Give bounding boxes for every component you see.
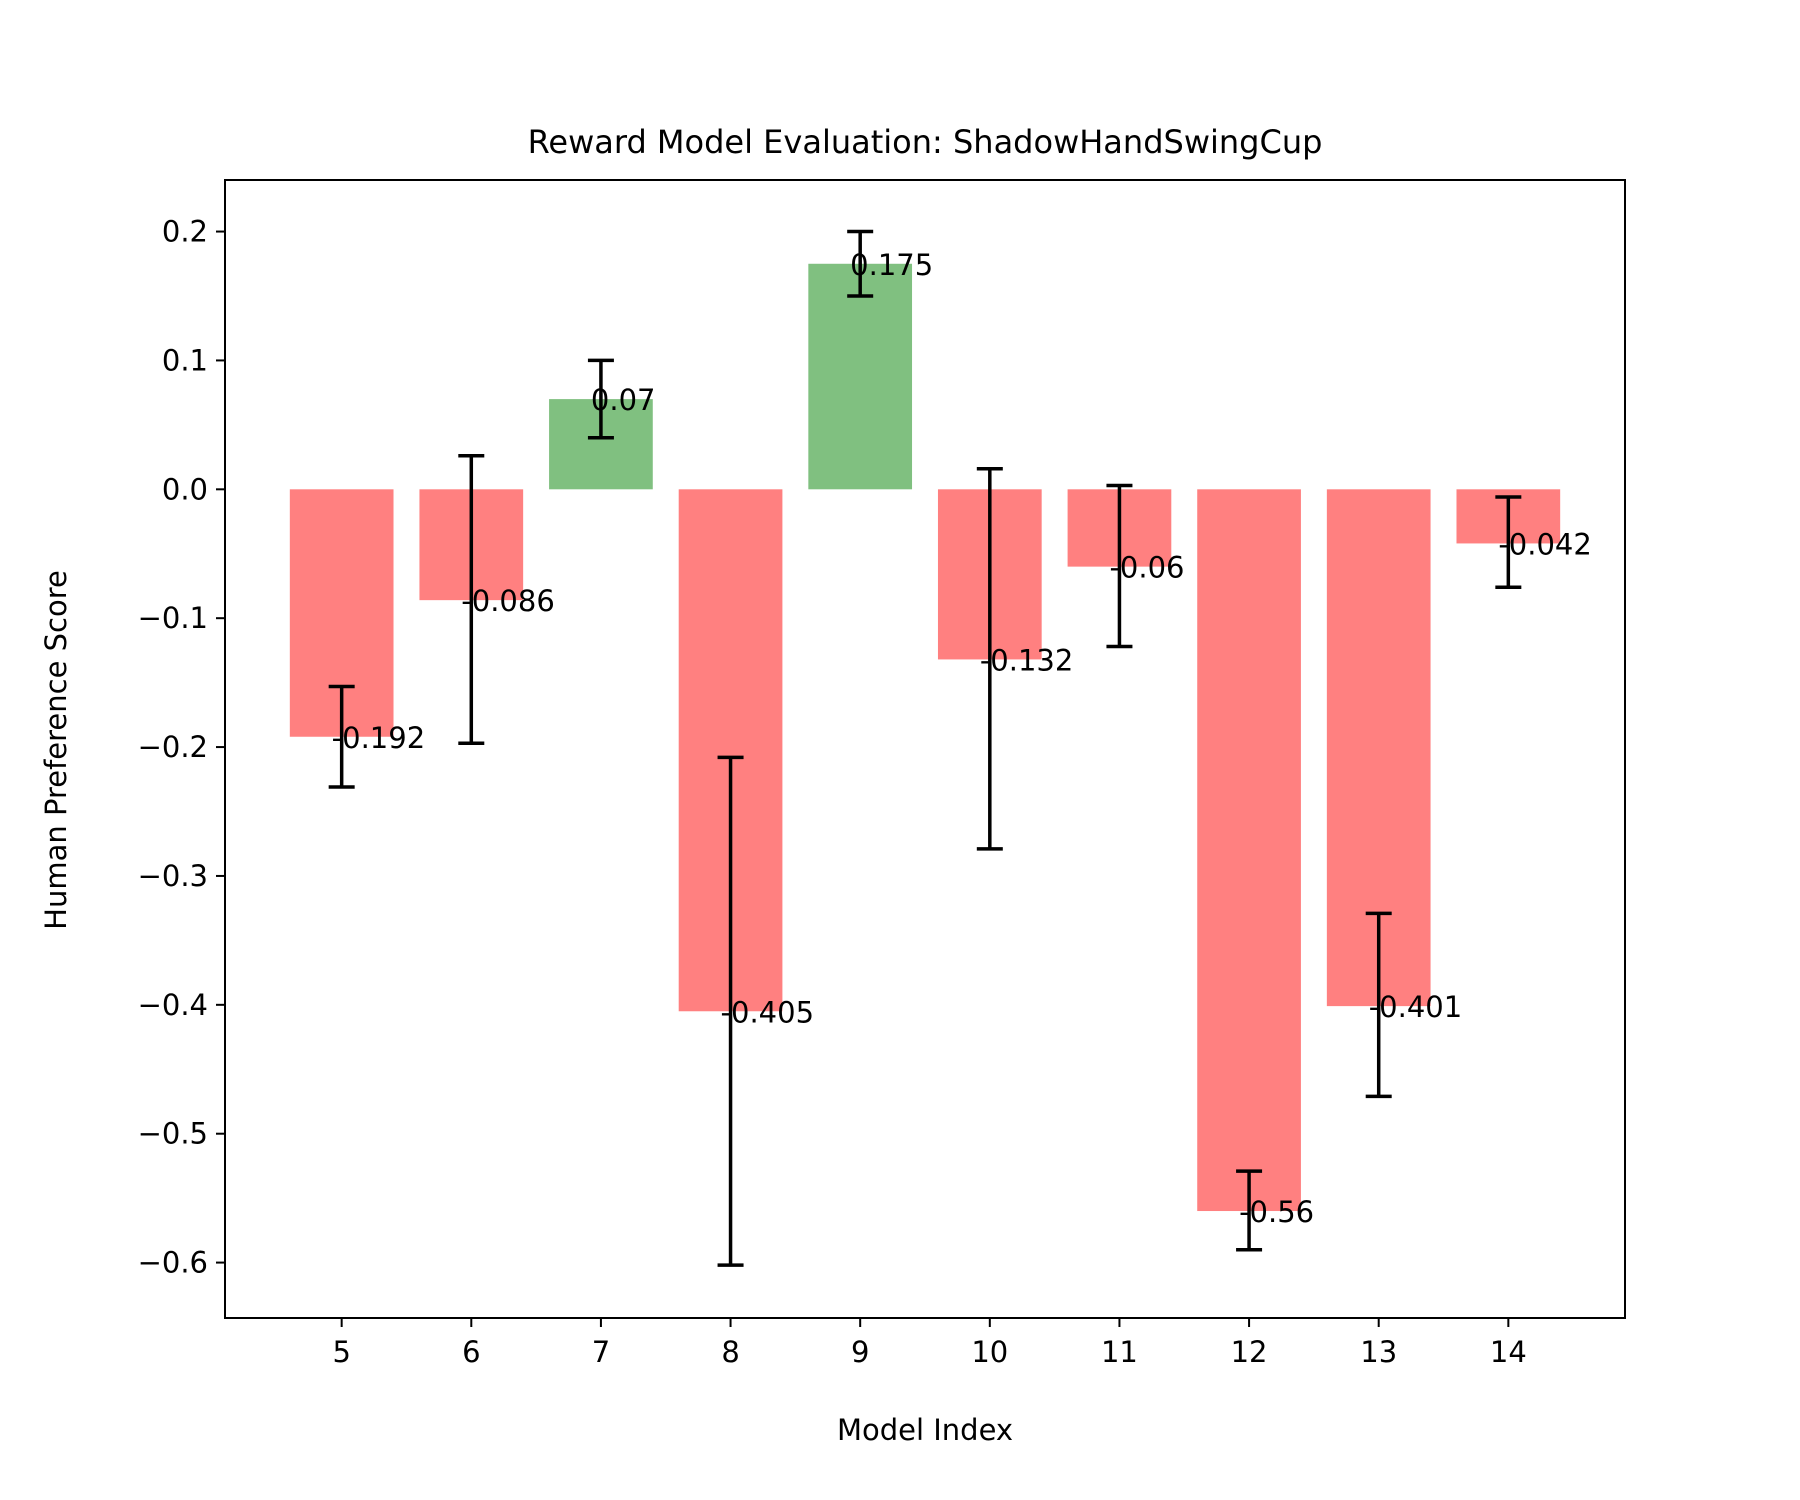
bar-value-label: 0.07 — [591, 383, 656, 417]
bar-value-label: -0.192 — [332, 721, 426, 755]
y-tick-label: −0.5 — [138, 1117, 208, 1151]
chart-title: Reward Model Evaluation: ShadowHandSwing… — [528, 123, 1323, 161]
y-axis-label: Human Preference Score — [39, 570, 73, 930]
y-tick-label: 0.0 — [162, 472, 208, 506]
x-tick-label: 12 — [1231, 1335, 1268, 1369]
bar-value-label: -0.56 — [1239, 1195, 1314, 1229]
x-tick-label: 13 — [1360, 1335, 1397, 1369]
bar-value-label: -0.401 — [1369, 990, 1463, 1024]
bar-value-label: -0.042 — [1498, 527, 1592, 561]
x-tick-label: 10 — [971, 1335, 1008, 1369]
y-tick-label: −0.4 — [138, 988, 208, 1022]
axes-frame — [224, 179, 1626, 1319]
y-tick-label: −0.2 — [138, 730, 208, 764]
plot-area: -0.192-0.0860.07-0.4050.175-0.132-0.06-0… — [138, 179, 1626, 1369]
y-tick-label: 0.1 — [162, 343, 208, 377]
x-tick-label: 14 — [1490, 1335, 1527, 1369]
x-axis-label: Model Index — [837, 1413, 1013, 1447]
y-tick-label: −0.6 — [138, 1246, 208, 1280]
x-tick-label: 9 — [851, 1335, 869, 1369]
y-tick-label: −0.1 — [138, 601, 208, 635]
bar — [808, 263, 913, 490]
x-tick-label: 11 — [1101, 1335, 1138, 1369]
x-tick-label: 7 — [592, 1335, 610, 1369]
x-tick-label: 8 — [721, 1335, 739, 1369]
bar-value-label: 0.175 — [850, 248, 933, 282]
bar-value-label: -0.405 — [721, 995, 815, 1029]
bar-value-label: -0.132 — [980, 643, 1074, 677]
bar-value-label: -0.086 — [461, 584, 554, 618]
x-tick-label: 6 — [462, 1335, 480, 1369]
y-tick-label: 0.2 — [162, 215, 208, 249]
bar-value-label: -0.06 — [1109, 551, 1184, 585]
y-tick-label: −0.3 — [138, 859, 208, 893]
x-tick-label: 5 — [332, 1335, 350, 1369]
bar — [1197, 489, 1301, 1212]
